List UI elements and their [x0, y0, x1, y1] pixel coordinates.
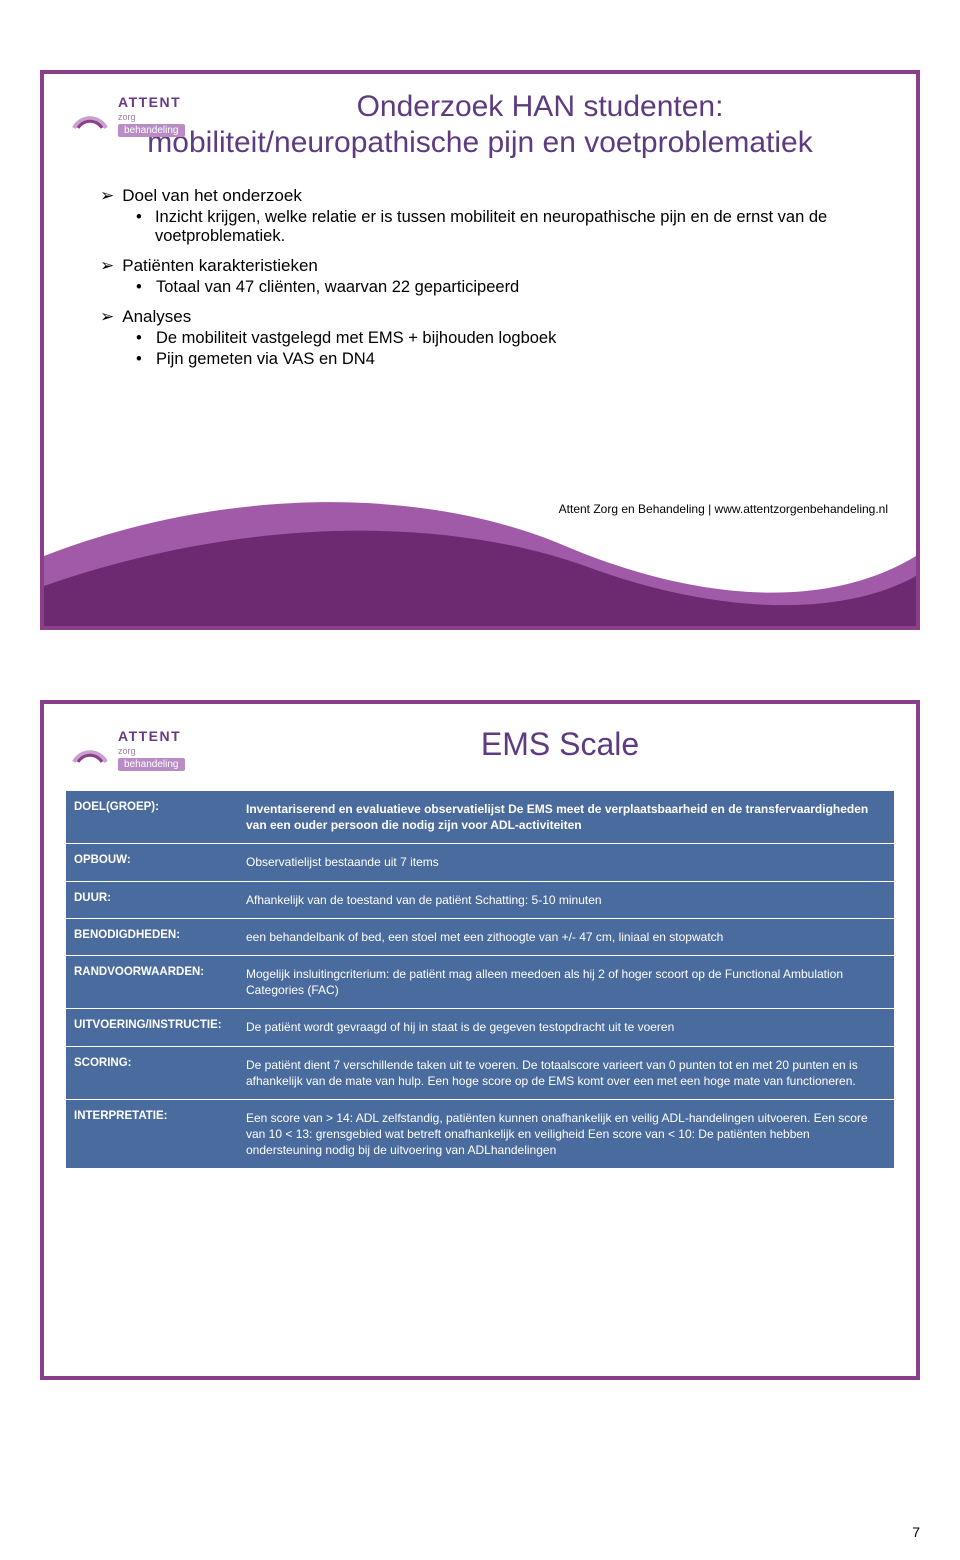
section-doel: ➢ Doel van het onderzoek: [100, 186, 876, 206]
slide-2: ATTENT zorg behandeling EMS Scale DOEL(G…: [40, 700, 920, 1380]
row-label: BENODIGDHEDEN:: [66, 919, 238, 955]
row-value: een behandelbank of bed, een stoel met e…: [238, 919, 894, 955]
arrow-icon: ➢: [100, 307, 114, 327]
row-value: De patiënt dient 7 verschillende taken u…: [238, 1047, 894, 1099]
table-row: DOEL(GROEP): Inventariserend en evaluati…: [66, 791, 894, 844]
logo-sub-behandeling: behandeling: [118, 124, 185, 137]
arrow-icon: ➢: [100, 256, 114, 276]
slide1-content: ➢ Doel van het onderzoek • Inzicht krijg…: [44, 160, 916, 369]
logo-sub-zorg: zorg: [118, 112, 136, 122]
row-label: DUUR:: [66, 882, 238, 918]
logo-sub-zorg: zorg: [118, 746, 136, 756]
logo-arc-icon: [68, 92, 112, 136]
section-analyses-bullets: • De mobiliteit vastgelegd met EMS + bij…: [136, 329, 876, 369]
table-row: INTERPRETATIE: Een score van > 14: ADL z…: [66, 1100, 894, 1169]
bullet-dot-icon: •: [136, 329, 146, 348]
row-value: Mogelijk insluitingcriterium: de patiënt…: [238, 956, 894, 1008]
bullet-item: • Totaal van 47 cliënten, waarvan 22 gep…: [136, 278, 876, 297]
bullet-text: Inzicht krijgen, welke relatie er is tus…: [155, 208, 876, 246]
slide-1: ATTENT zorg behandeling Onderzoek HAN st…: [40, 70, 920, 630]
bullet-item: • Pijn gemeten via VAS en DN4: [136, 350, 876, 369]
row-label: RANDVOORWAARDEN:: [66, 956, 238, 1008]
bullet-text: Totaal van 47 cliënten, waarvan 22 gepar…: [156, 278, 519, 297]
section-analyses-label: Analyses: [122, 307, 191, 327]
logo-brand: ATTENT: [118, 728, 185, 744]
section-patienten-bullets: • Totaal van 47 cliënten, waarvan 22 gep…: [136, 278, 876, 297]
logo-text: ATTENT zorg behandeling: [118, 94, 185, 137]
bullet-item: • Inzicht krijgen, welke relatie er is t…: [136, 208, 876, 246]
logo-sub-behandeling: behandeling: [118, 758, 185, 771]
logo: ATTENT zorg behandeling: [44, 80, 185, 137]
row-label: UITVOERING/INSTRUCTIE:: [66, 1009, 238, 1045]
page: 12-5-2016 ATTENT zorg behandeling Onderz…: [0, 70, 960, 1560]
wave-decoration: [44, 446, 916, 626]
arrow-icon: ➢: [100, 186, 114, 206]
logo-arc-icon: [68, 726, 112, 770]
row-value: Een score van > 14: ADL zelfstandig, pat…: [238, 1100, 894, 1169]
section-patienten-label: Patiënten karakteristieken: [122, 256, 318, 276]
section-doel-bullets: • Inzicht krijgen, welke relatie er is t…: [136, 208, 876, 246]
logo: ATTENT zorg behandeling: [44, 714, 185, 771]
page-number: 7: [912, 1524, 920, 1540]
row-value: Inventariserend en evaluatieve observati…: [238, 791, 894, 843]
row-value: De patiënt wordt gevraagd of hij in staa…: [238, 1009, 894, 1045]
bullet-text: Pijn gemeten via VAS en DN4: [156, 350, 375, 369]
bullet-dot-icon: •: [136, 208, 145, 246]
table-row: BENODIGDHEDEN: een behandelbank of bed, …: [66, 919, 894, 956]
bullet-text: De mobiliteit vastgelegd met EMS + bijho…: [156, 329, 556, 348]
bullet-dot-icon: •: [136, 350, 146, 369]
row-label: INTERPRETATIE:: [66, 1100, 238, 1169]
row-label: OPBOUW:: [66, 844, 238, 880]
row-label: DOEL(GROEP):: [66, 791, 238, 843]
row-value: Observatielijst bestaande uit 7 items: [238, 844, 894, 880]
logo-text: ATTENT zorg behandeling: [118, 728, 185, 771]
table-row: UITVOERING/INSTRUCTIE: De patiënt wordt …: [66, 1009, 894, 1046]
section-doel-label: Doel van het onderzoek: [122, 186, 302, 206]
logo-brand: ATTENT: [118, 94, 185, 110]
section-analyses: ➢ Analyses: [100, 307, 876, 327]
table-row: SCORING: De patiënt dient 7 verschillend…: [66, 1047, 894, 1100]
bullet-item: • De mobiliteit vastgelegd met EMS + bij…: [136, 329, 876, 348]
bullet-dot-icon: •: [136, 278, 146, 297]
table-row: RANDVOORWAARDEN: Mogelijk insluitingcrit…: [66, 956, 894, 1009]
row-label: SCORING:: [66, 1047, 238, 1099]
ems-table: DOEL(GROEP): Inventariserend en evaluati…: [66, 791, 894, 1168]
table-row: OPBOUW: Observatielijst bestaande uit 7 …: [66, 844, 894, 881]
table-row: DUUR: Afhankelijk van de toestand van de…: [66, 882, 894, 919]
row-value: Afhankelijk van de toestand van de patië…: [238, 882, 894, 918]
section-patienten: ➢ Patiënten karakteristieken: [100, 256, 876, 276]
